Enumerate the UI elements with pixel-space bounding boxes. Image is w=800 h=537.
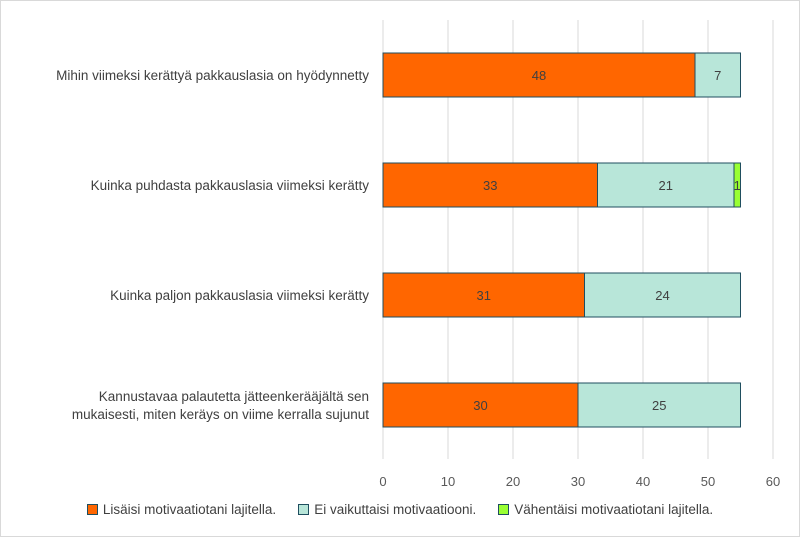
bar-cat1-series2 (733, 162, 741, 208)
data-label-cat2-series0: 31 (477, 288, 491, 303)
bar-cat0-series1 (694, 52, 741, 98)
legend-label-series-1: Ei vaikuttaisi motivaatiooni. (314, 502, 477, 517)
x-tick-label-0: 0 (379, 474, 386, 489)
data-label-cat1-series1: 21 (659, 178, 673, 193)
x-tick-label-40: 40 (636, 474, 650, 489)
legend-swatch-series-0 (86, 504, 98, 515)
data-label-cat3-series1: 25 (652, 398, 666, 413)
data-label-cat0-series1: 7 (714, 68, 721, 83)
legend-label-series-2: Vähentäisi motivaatiotani lajitella. (514, 502, 714, 517)
data-label-cat1-series2: 1 (734, 178, 741, 193)
x-tick-label-30: 30 (571, 474, 585, 489)
legend-swatch-series-1 (298, 504, 310, 515)
data-label-cat0-series0: 48 (532, 68, 546, 83)
bar-cat0-series0 (382, 52, 696, 98)
x-tick-label-10: 10 (441, 474, 455, 489)
data-label-cat2-series1: 24 (655, 288, 669, 303)
x-tick-label-20: 20 (506, 474, 520, 489)
legend-item-series-0: Lisäisi motivaatiotani lajitella. (86, 502, 277, 517)
legend-item-series-1: Ei vaikuttaisi motivaatiooni. (298, 502, 476, 517)
bar-cat1-series0 (382, 162, 598, 208)
legend-item-series-2: Vähentäisi motivaatiotani lajitella. (498, 502, 713, 517)
category-label-3-line1: mukaisesti, miten keräys on viime kerral… (72, 407, 369, 422)
bar-cat1-series1 (597, 162, 735, 208)
x-tick-label-60: 60 (766, 474, 780, 489)
category-label-3-line0: Kannustavaa palautetta jätteenkerääjältä… (99, 389, 369, 404)
category-label-1: Kuinka puhdasta pakkauslasia viimeksi ke… (91, 178, 370, 193)
category-label-0: Mihin viimeksi kerättyä pakkauslasia on … (56, 68, 369, 83)
legend-swatch-series-2 (498, 504, 510, 515)
bar-cat3-series0 (382, 382, 579, 428)
legend-label-series-0: Lisäisi motivaatiotani lajitella. (102, 502, 277, 517)
x-tick-label-50: 50 (701, 474, 715, 489)
bar-cat2-series0 (382, 272, 585, 318)
bar-cat3-series1 (577, 382, 741, 428)
data-label-cat1-series0: 33 (483, 178, 497, 193)
category-label-2: Kuinka paljon pakkauslasia viimeksi kerä… (110, 288, 369, 303)
data-label-cat3-series0: 30 (473, 398, 487, 413)
legend: Lisäisi motivaatiotani lajitella. Ei vai… (0, 502, 800, 517)
bar-cat2-series1 (584, 272, 741, 318)
